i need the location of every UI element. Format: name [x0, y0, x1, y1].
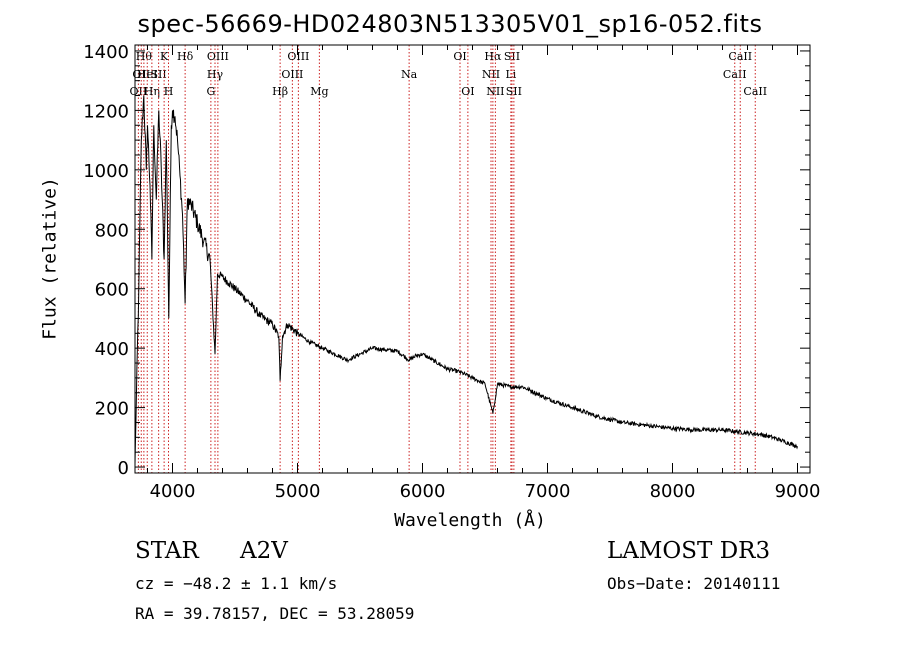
object-subclass: A2V	[240, 538, 288, 564]
marker-label: NII	[482, 68, 500, 81]
spectrum-line	[134, 95, 798, 465]
marker-label: NII	[486, 85, 504, 98]
line-markers: OIIOIIHθHeIHηSIIKHHδGHγOIIIHβOIIIOIIIMgN…	[130, 45, 767, 473]
obs-date: Obs−Date: 20140111	[607, 574, 781, 593]
plot-frame	[134, 44, 811, 474]
marker-label: Hα	[484, 50, 502, 63]
x-tick-label: 4000	[150, 481, 196, 502]
y-tick-label: 400	[95, 339, 129, 360]
marker-label: CaII	[728, 50, 752, 63]
marker-label: SII	[506, 85, 522, 98]
y-tick-label: 600	[95, 280, 129, 301]
marker-label: G	[206, 85, 215, 98]
redshift-cz: cz = −48.2 ± 1.1 km/s	[135, 574, 338, 593]
marker-label: OI	[453, 50, 466, 63]
marker-label: OIII	[281, 68, 303, 81]
marker-label: Li	[505, 68, 516, 81]
coordinates: RA = 39.78157, DEC = 53.28059	[135, 604, 415, 623]
marker-label: CaII	[723, 68, 747, 81]
y-tick-label: 800	[95, 220, 129, 241]
x-tick-label: 5000	[275, 481, 321, 502]
survey-name: LAMOST DR3	[607, 538, 771, 564]
marker-label: OII	[130, 85, 148, 98]
x-tick-label: 7000	[525, 481, 571, 502]
y-tick-label: 200	[95, 399, 129, 420]
x-axis-label: Wavelength (Å)	[394, 510, 546, 531]
marker-label: Hδ	[177, 50, 194, 63]
marker-label: OI	[461, 85, 474, 98]
marker-label: Hη	[144, 85, 160, 98]
marker-label: K	[160, 50, 169, 63]
marker-label: SII	[504, 50, 520, 63]
marker-label: Hθ	[136, 50, 153, 63]
marker-label: Na	[401, 68, 418, 81]
marker-label: Mg	[310, 85, 328, 98]
x-tick-label: 8000	[650, 481, 696, 502]
chart-title: spec-56669-HD024803N513305V01_sp16-052.f…	[137, 10, 763, 38]
y-tick-label: 1200	[83, 101, 129, 122]
x-tick-label: 9000	[775, 481, 821, 502]
y-tick-label: 1400	[83, 42, 129, 63]
x-tick-label: 6000	[400, 481, 446, 502]
object-class: STAR	[135, 538, 199, 564]
y-tick-label: 1000	[83, 161, 129, 182]
marker-label: Hγ	[207, 68, 224, 81]
marker-label: H	[164, 85, 174, 98]
marker-label: CaII	[743, 85, 767, 98]
marker-label: OII	[132, 68, 150, 81]
marker-label: OIII	[287, 50, 309, 63]
y-axis-label: Flux (relative)	[39, 177, 61, 340]
axis-ticks: 4000 5000 6000 7000 8000 9000 0 200 400 600 800 100…	[83, 42, 820, 502]
marker-label: SII	[151, 68, 167, 81]
spectrum-layer	[134, 95, 798, 465]
marker-label: Hβ	[272, 85, 288, 98]
y-tick-label: 0	[118, 458, 129, 479]
marker-label: OIII	[207, 50, 229, 63]
